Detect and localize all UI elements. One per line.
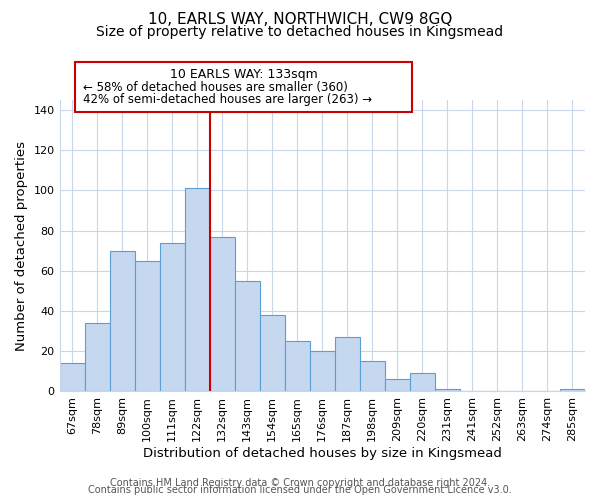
Y-axis label: Number of detached properties: Number of detached properties — [15, 141, 28, 351]
Text: Contains public sector information licensed under the Open Government Licence v3: Contains public sector information licen… — [88, 485, 512, 495]
Bar — [360, 362, 385, 392]
Bar — [410, 374, 435, 392]
Bar — [59, 364, 85, 392]
Bar — [310, 352, 335, 392]
X-axis label: Distribution of detached houses by size in Kingsmead: Distribution of detached houses by size … — [143, 447, 502, 460]
Text: 10, EARLS WAY, NORTHWICH, CW9 8GQ: 10, EARLS WAY, NORTHWICH, CW9 8GQ — [148, 12, 452, 28]
Bar — [560, 390, 585, 392]
FancyBboxPatch shape — [76, 62, 412, 112]
Text: 10 EARLS WAY: 133sqm: 10 EARLS WAY: 133sqm — [170, 68, 317, 81]
Bar — [185, 188, 209, 392]
Text: Size of property relative to detached houses in Kingsmead: Size of property relative to detached ho… — [97, 25, 503, 39]
Bar — [85, 323, 110, 392]
Bar — [134, 261, 160, 392]
Bar — [385, 380, 410, 392]
Bar — [285, 341, 310, 392]
Bar — [235, 281, 260, 392]
Text: 42% of semi-detached houses are larger (263) →: 42% of semi-detached houses are larger (… — [83, 93, 373, 106]
Bar — [260, 315, 285, 392]
Text: Contains HM Land Registry data © Crown copyright and database right 2024.: Contains HM Land Registry data © Crown c… — [110, 478, 490, 488]
Bar — [209, 236, 235, 392]
Text: ← 58% of detached houses are smaller (360): ← 58% of detached houses are smaller (36… — [83, 81, 348, 94]
Bar — [160, 242, 185, 392]
Bar — [110, 251, 134, 392]
Bar — [435, 390, 460, 392]
Bar — [335, 337, 360, 392]
